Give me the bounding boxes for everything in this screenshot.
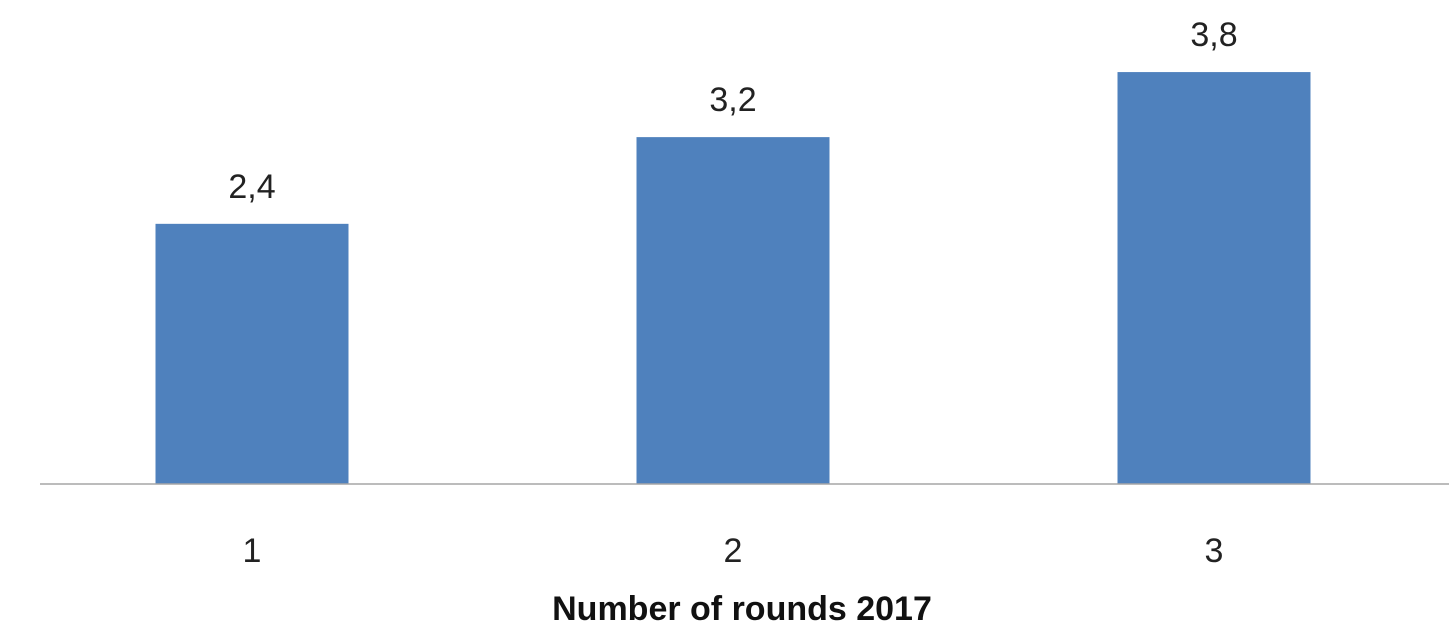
x-tick-labels-layer: 1 2 3 <box>243 532 1224 570</box>
bars-layer <box>155 72 1311 484</box>
x-tick-label-2: 2 <box>724 532 743 570</box>
x-tick-label-3: 3 <box>1205 532 1224 570</box>
x-axis-title: Number of rounds 2017 <box>552 590 932 628</box>
bar-2 <box>636 137 830 484</box>
x-tick-label-1: 1 <box>243 532 262 570</box>
data-label-3: 3,8 <box>1190 16 1237 54</box>
data-labels-layer: 2,4 3,2 3,8 <box>228 16 1237 206</box>
data-label-1: 2,4 <box>228 168 275 206</box>
bar-1 <box>155 223 349 484</box>
bar-3 <box>1117 72 1311 484</box>
data-label-2: 3,2 <box>709 81 756 119</box>
